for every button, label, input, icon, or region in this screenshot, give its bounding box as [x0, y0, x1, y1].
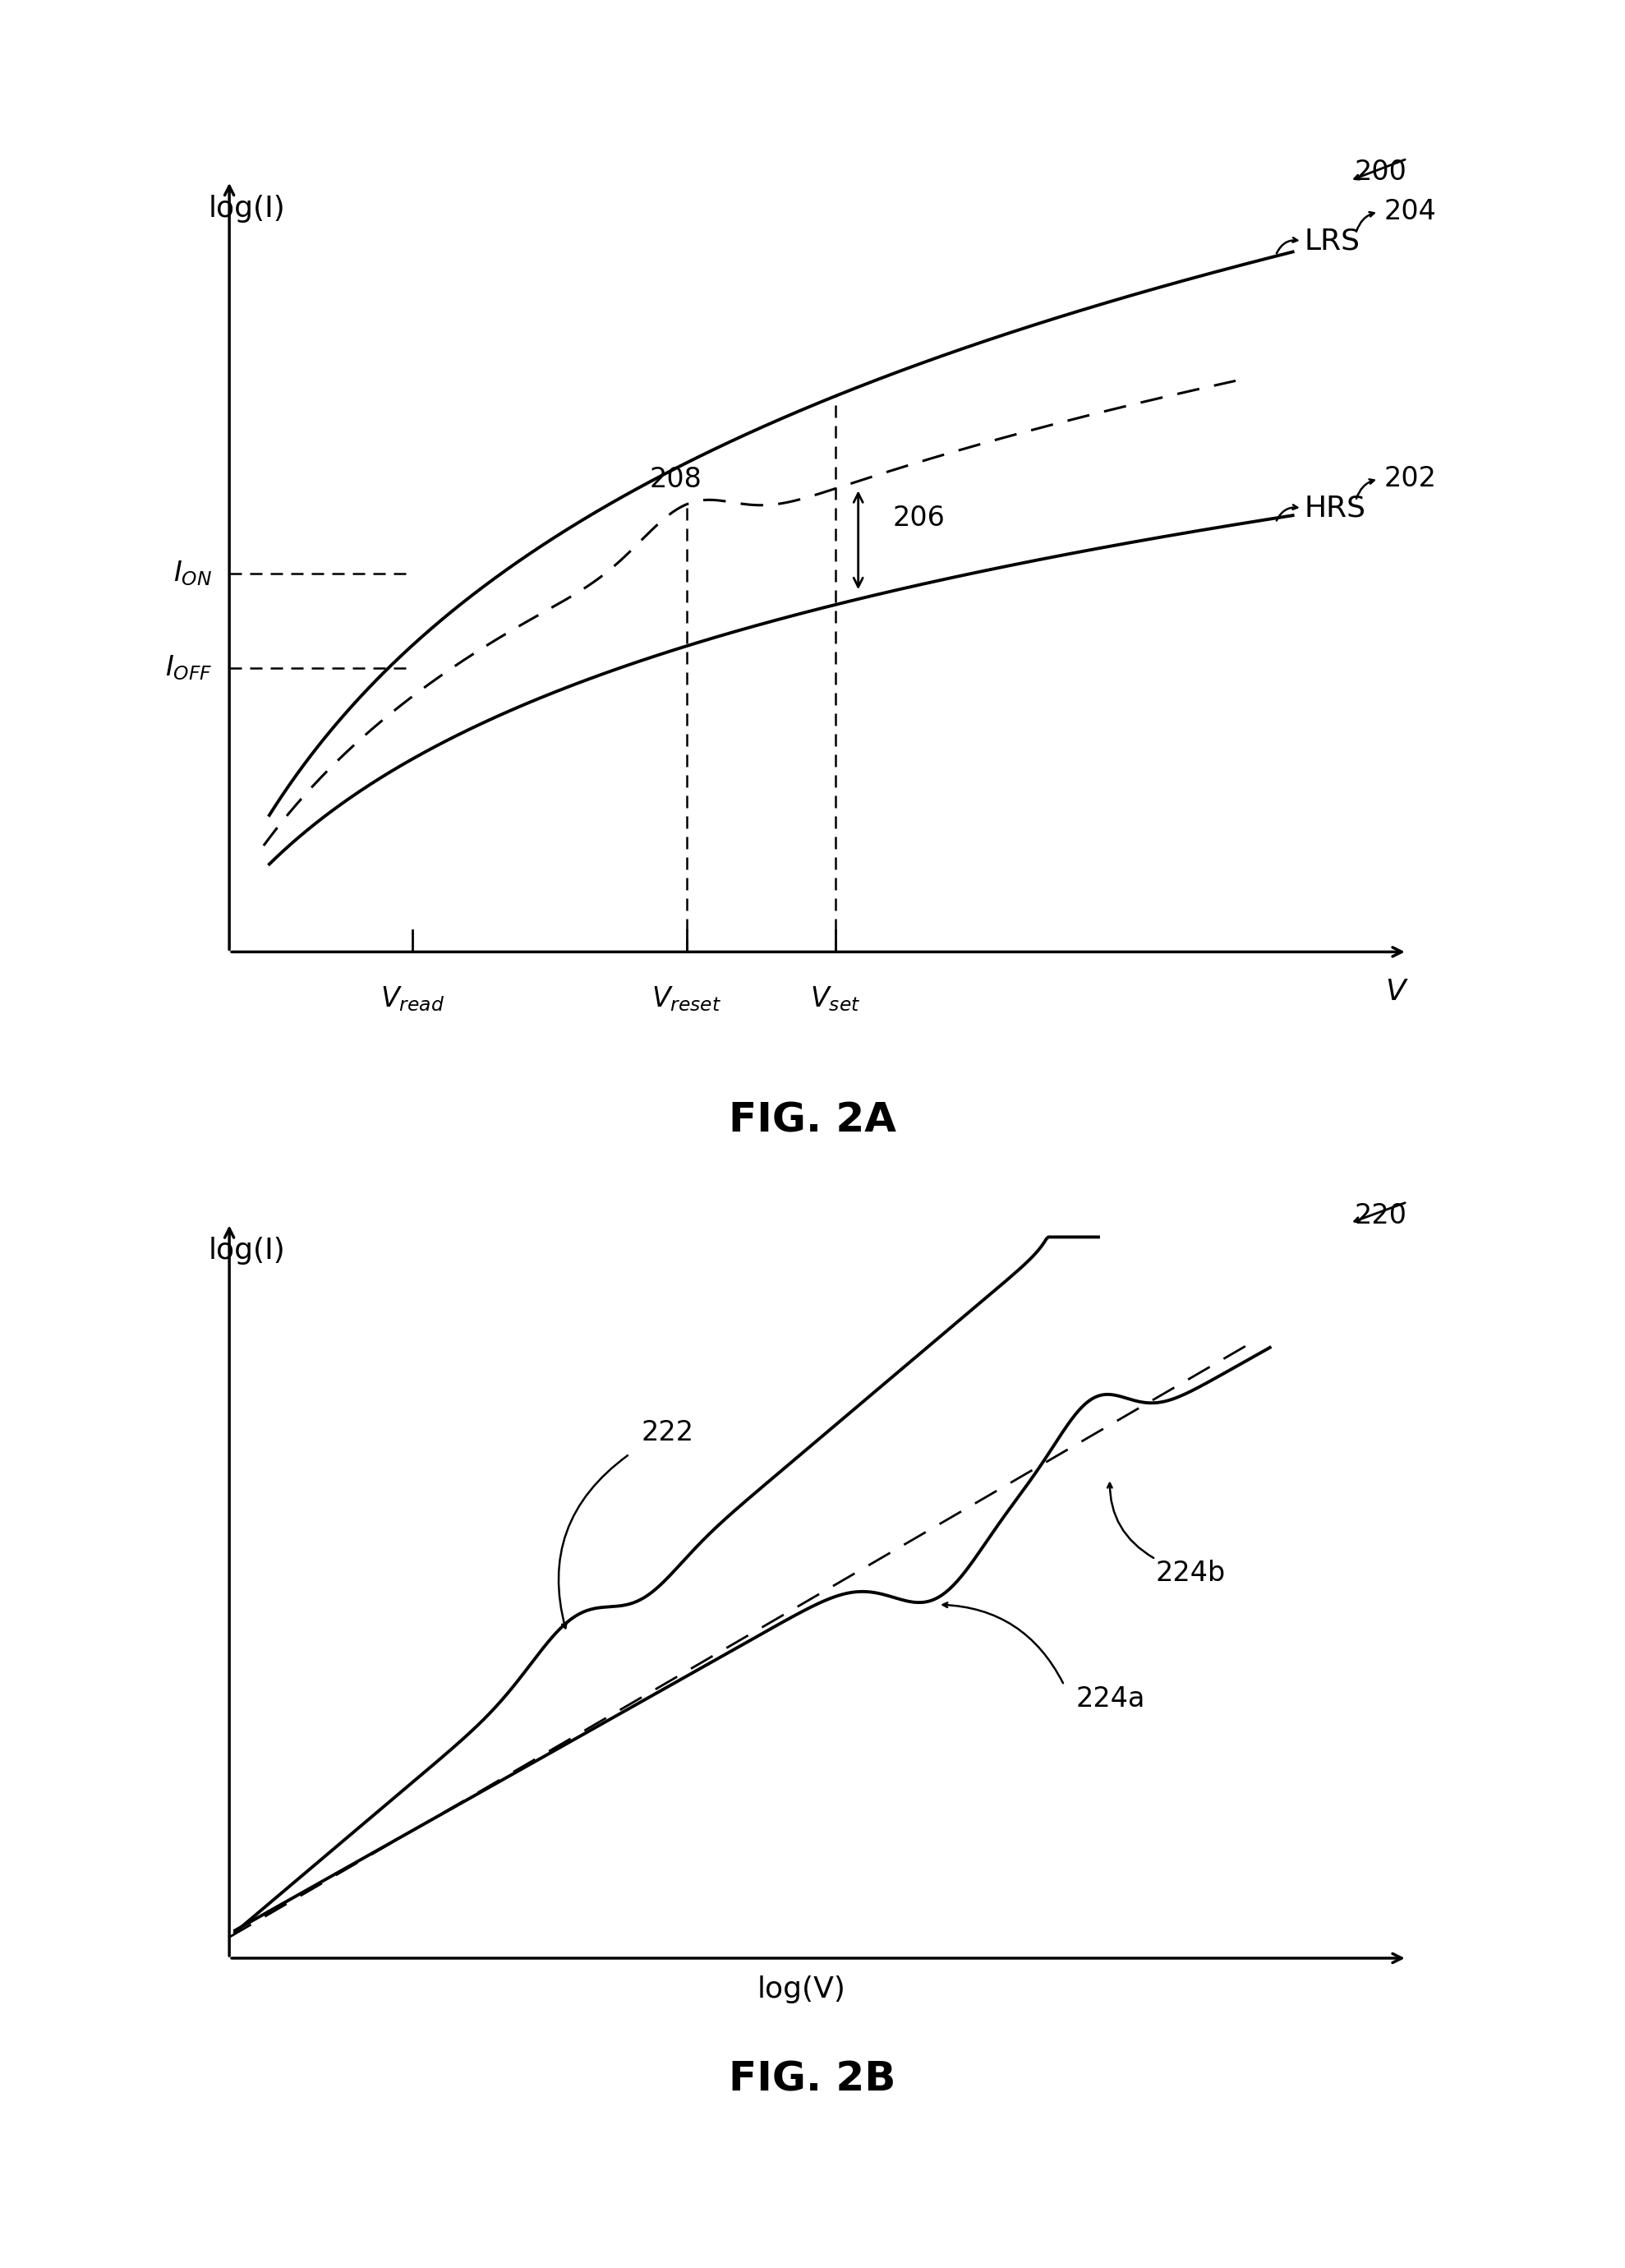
Text: 224a: 224a: [1076, 1685, 1146, 1712]
Text: 208: 208: [648, 467, 702, 494]
Text: $V_{read}$: $V_{read}$: [380, 984, 444, 1014]
Text: FIG. 2A: FIG. 2A: [728, 1100, 897, 1141]
Text: $I_{ON}$: $I_{ON}$: [174, 560, 213, 587]
Text: FIG. 2B: FIG. 2B: [730, 2059, 895, 2100]
Text: 222: 222: [640, 1420, 694, 1447]
Text: log(I): log(I): [208, 1236, 286, 1266]
Text: $I_{OFF}$: $I_{OFF}$: [166, 653, 213, 683]
Text: LRS: LRS: [1305, 227, 1360, 254]
Text: log(V): log(V): [757, 1975, 845, 2003]
Text: HRS: HRS: [1305, 494, 1367, 522]
Text: $V_{reset}$: $V_{reset}$: [652, 984, 721, 1014]
Text: log(I): log(I): [208, 195, 286, 222]
Text: $V_{set}$: $V_{set}$: [811, 984, 861, 1014]
Text: 204: 204: [1384, 197, 1436, 225]
Text: 200: 200: [1355, 159, 1407, 186]
Text: 202: 202: [1384, 465, 1436, 492]
Text: 206: 206: [892, 506, 946, 531]
Text: V: V: [1386, 978, 1406, 1007]
Text: 224b: 224b: [1155, 1560, 1225, 1588]
Text: 220: 220: [1355, 1202, 1407, 1229]
